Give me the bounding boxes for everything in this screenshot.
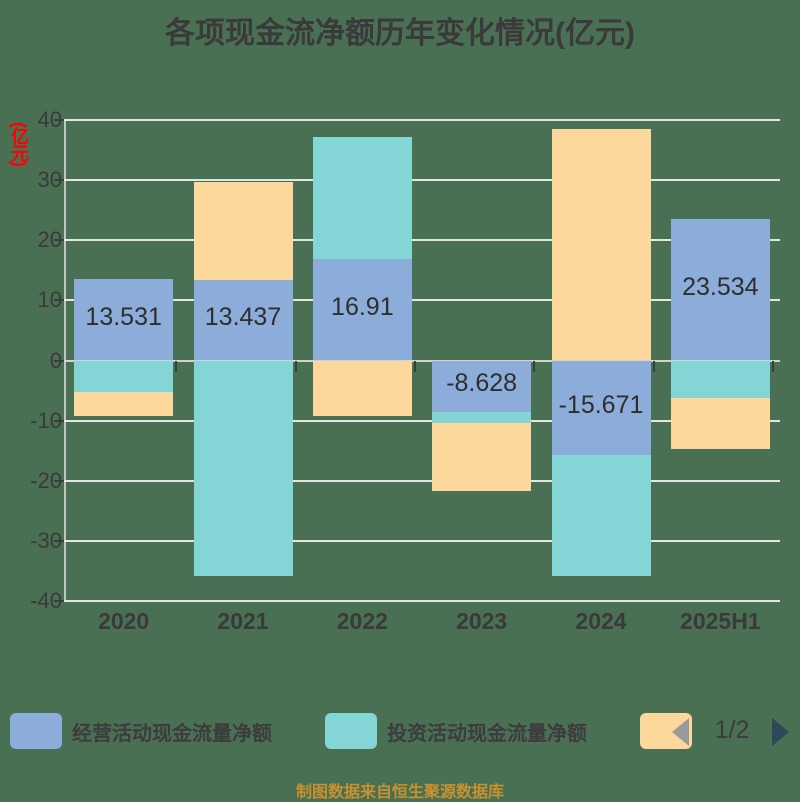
legend-label-1[interactable]: 投资活动现金流量净额 [387,723,587,745]
bar-group[interactable]: 13.437 [193,120,293,601]
y-axis-tick [54,539,64,542]
bar-segment[interactable] [432,412,532,423]
y-axis-label: -30 [30,527,62,553]
bar-segment[interactable] [74,279,174,361]
y-axis-tick [54,479,64,482]
bar-segment[interactable] [312,360,412,416]
x-axis-tick [772,360,774,372]
y-axis-tick [54,359,64,362]
legend-label-0[interactable]: 经营活动现金流量净额 [72,723,272,745]
legend: 经营活动现金流量净额 投资活动现金流量净额 1/2 [0,705,800,757]
x-axis-tick [533,360,536,372]
bar-segment[interactable] [312,136,412,259]
bar-segment[interactable] [551,129,651,361]
y-axis-title: (亿元) [9,122,29,166]
bar-segment[interactable] [670,360,770,398]
bar-segment[interactable] [432,360,532,413]
y-axis-tick [54,239,64,242]
bar-segment[interactable] [193,279,293,361]
y-axis-tick [54,179,64,182]
bar-segment[interactable] [193,181,293,280]
bar-segment[interactable] [670,397,770,449]
bar-value-label: 13.437 [204,303,282,332]
bar-group[interactable]: -8.628 [432,120,532,601]
gridline [64,600,780,602]
bar-value-label: -8.628 [446,369,518,398]
y-axis-tick [54,419,64,422]
triangle-left-icon[interactable] [672,718,689,746]
gridline [64,119,780,121]
triangle-right-icon[interactable] [772,718,789,746]
gridline [64,179,780,182]
legend-swatch-1[interactable] [325,713,377,749]
x-axis-label: 2021 [217,608,269,634]
bar-group[interactable]: 13.531 [74,120,174,601]
bar-segment[interactable] [670,219,770,361]
legend-pager: 1/2 [672,715,790,749]
pager-label: 1/2 [714,716,750,744]
bar-segment[interactable] [312,258,412,361]
y-axis-label: -20 [30,467,62,493]
bar-group[interactable]: 23.534 [670,120,770,601]
bar-group[interactable]: -15.671 [551,120,651,601]
y-axis-tick [54,299,64,302]
y-axis-label: -10 [30,407,62,433]
x-axis-label: 2020 [98,608,150,634]
bar-segment[interactable] [74,392,174,416]
bar-value-label: 23.534 [682,272,759,301]
bar-value-label: -15.671 [558,390,644,419]
y-axis-label: 40 [37,107,62,132]
x-axis-tick [175,360,178,372]
y-axis-label: 30 [37,167,62,193]
plot-area: 40 30 20 10 0 -10 -20 -30 -40 13.531 13.437 16.91 -8… [30,107,780,613]
x-axis-label: 2023 [456,608,508,634]
bar-segment[interactable] [74,360,174,393]
y-axis-tick [54,119,64,121]
gridline [64,479,780,482]
y-axis-tick [54,600,64,602]
x-axis-tick [414,360,416,372]
chart-title: 各项现金流净额历年变化情况(亿元) [165,17,635,50]
bar-value-label: 13.531 [85,302,162,331]
gridline [64,419,780,422]
zero-line [64,359,780,362]
x-axis-tick [652,360,655,372]
y-axis-label: 10 [37,287,62,313]
legend-swatch-0[interactable] [10,713,62,749]
bar-group[interactable]: 16.91 [312,120,412,601]
x-axis-label: 2024 [575,608,627,634]
x-axis-label: 2025H1 [680,608,761,634]
y-axis-label: 0 [49,347,62,373]
gridline [64,239,780,242]
y-axis-label: 20 [37,227,62,253]
footer-source: 制图数据来自恒生聚源数据库 [295,784,504,801]
gridline [64,539,780,542]
y-axis-label: -40 [30,588,62,613]
gridline [64,299,780,302]
bar-segment[interactable] [193,360,293,576]
bar-segment[interactable] [551,360,651,455]
x-axis-tick [294,360,297,372]
x-axis-label: 2022 [336,608,388,634]
bar-value-label: 16.91 [331,292,394,321]
bar-segment[interactable] [551,454,651,577]
bar-segment[interactable] [432,422,532,491]
